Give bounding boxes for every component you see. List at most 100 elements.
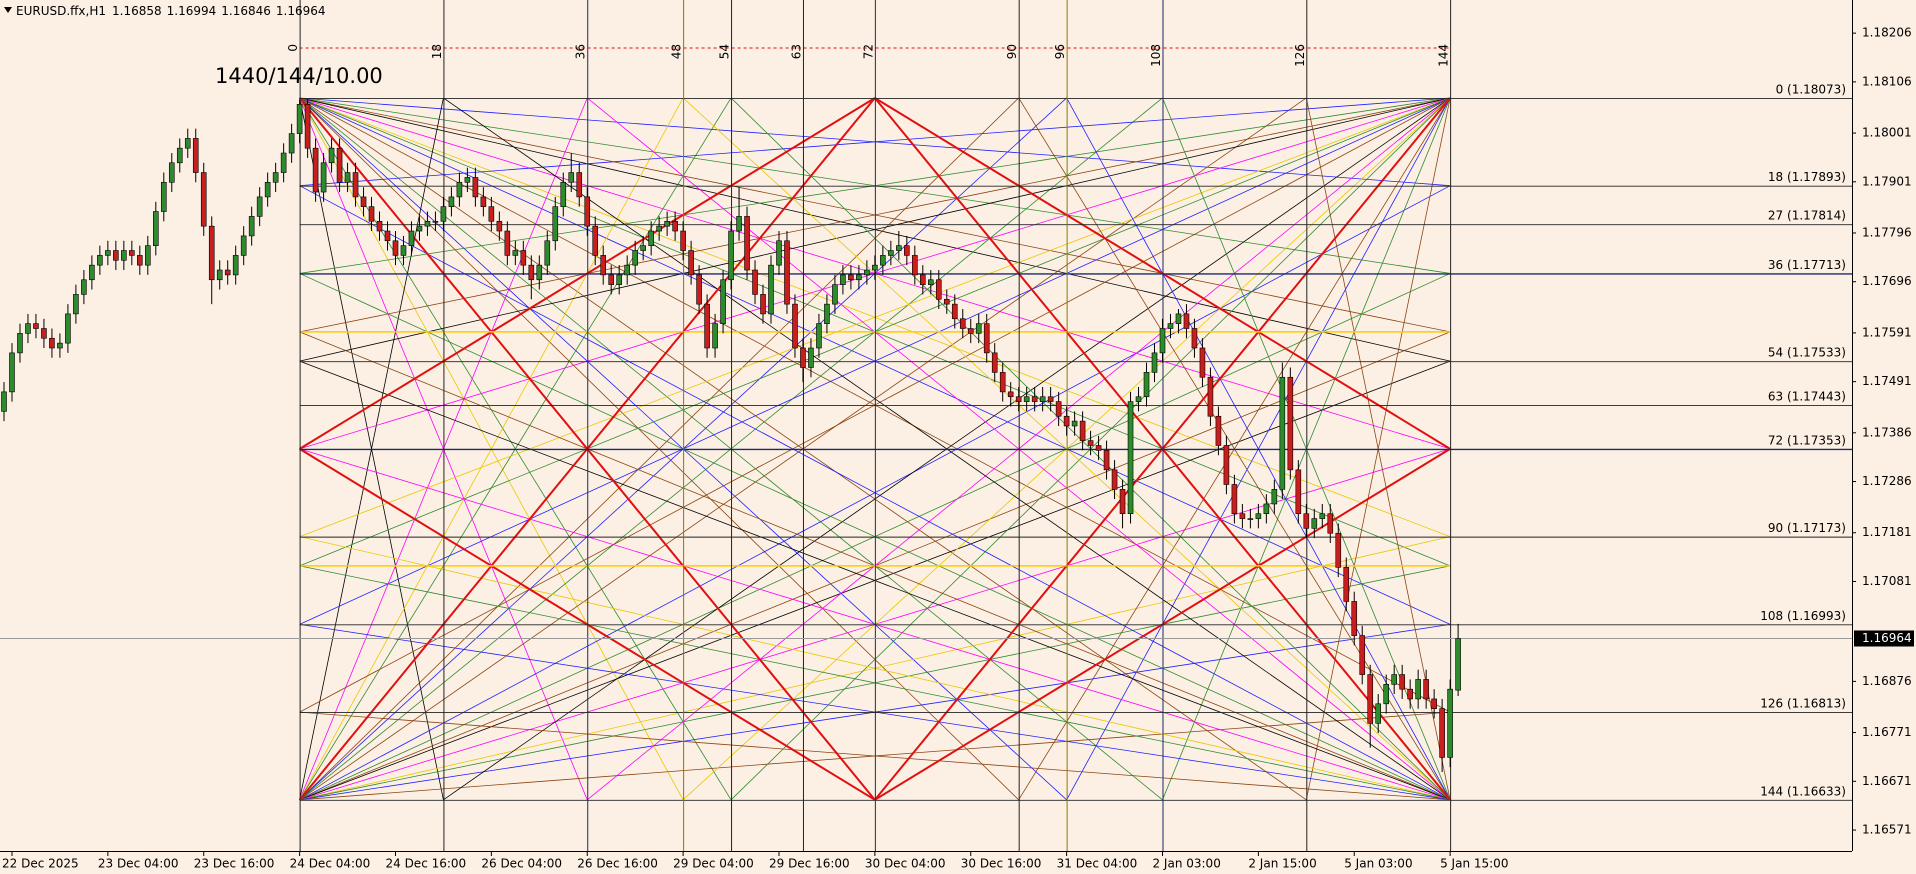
candle-body: [121, 250, 127, 261]
candle-body: [888, 250, 894, 256]
x-tick-label: 24 Dec 16:00: [385, 857, 466, 871]
candle-body: [832, 284, 838, 305]
x-tick-label: 2 Jan 15:00: [1248, 857, 1316, 871]
candle-body: [41, 328, 47, 339]
candle-body: [1071, 420, 1078, 427]
candle-body: [560, 181, 567, 207]
candle-body: [1439, 708, 1445, 758]
candle-body: [880, 255, 886, 266]
candle-body: [528, 264, 535, 281]
candle-body: [57, 342, 63, 349]
candle-body: [927, 279, 934, 285]
candle-body: [760, 294, 766, 315]
candle-body: [967, 328, 974, 334]
candle-body: [1047, 396, 1054, 402]
candle-body: [248, 216, 255, 237]
candle-body: [1375, 703, 1382, 724]
candle-body: [904, 245, 910, 256]
candle-body: [1303, 513, 1310, 529]
bar-mark-label: 36: [574, 44, 588, 59]
candle-body: [456, 181, 463, 198]
bar-mark-label: 18: [430, 44, 444, 59]
candle-body: [1287, 376, 1294, 471]
candle-body: [1183, 313, 1190, 329]
level-label: 18 (1.17893): [1768, 170, 1846, 184]
close: 1.16964: [276, 4, 326, 18]
candle-body: [1327, 513, 1334, 534]
candle-body: [704, 303, 710, 349]
candle-body: [328, 147, 335, 164]
candle-body: [73, 294, 79, 315]
candle-body: [320, 162, 327, 193]
candle-body: [552, 206, 559, 242]
candle-body: [504, 230, 511, 256]
candle-body: [1119, 489, 1126, 515]
candle-body: [152, 211, 159, 246]
y-tick-label: 1.17491: [1862, 374, 1912, 388]
candle-body: [808, 347, 814, 368]
candle-body: [1447, 688, 1453, 758]
candle-body: [912, 255, 918, 276]
candle-body: [592, 225, 599, 256]
candle-body: [1207, 376, 1214, 417]
candle-body: [176, 147, 183, 164]
candle-body: [1063, 415, 1070, 427]
levels: [0, 0, 1852, 851]
bar-mark-label: 72: [861, 44, 875, 59]
candle-body: [768, 264, 774, 315]
candle-body: [336, 147, 343, 183]
candle-body: [1431, 698, 1437, 709]
candle-body: [184, 138, 191, 149]
candle-body: [680, 230, 686, 251]
candle-body: [392, 240, 399, 256]
candle-body: [520, 250, 527, 266]
x-tick-label: 26 Dec 04:00: [481, 857, 562, 871]
candle-body: [1231, 484, 1238, 515]
candle-body: [848, 274, 854, 281]
candle-body: [1111, 469, 1118, 490]
candle-body: [816, 323, 822, 349]
candle-body: [105, 250, 111, 256]
candle-body: [1359, 635, 1366, 675]
candle-body: [776, 240, 782, 266]
candle-body: [296, 104, 303, 134]
candle-body: [1383, 684, 1390, 705]
candle-body: [1127, 401, 1134, 515]
y-tick-label: 1.16571: [1862, 823, 1912, 837]
level-label: 54 (1.17533): [1768, 346, 1846, 360]
candle-body: [480, 196, 487, 207]
candle-body: [1399, 674, 1405, 690]
y-tick-label: 1.18001: [1862, 126, 1912, 140]
candle-body: [113, 250, 119, 261]
annotation: 1440/144/10.00: [215, 64, 383, 88]
candle-body: [584, 196, 591, 227]
candle-body: [720, 279, 726, 324]
candle-body: [89, 264, 95, 281]
candle-body: [264, 181, 271, 198]
y-tick-label: 1.17901: [1862, 174, 1912, 188]
candle-body: [536, 264, 543, 281]
candle-body: [1191, 328, 1198, 349]
bar-mark-label: 48: [670, 44, 684, 59]
candles: [1, 99, 1461, 773]
candle-body: [1103, 450, 1110, 471]
candle-body: [632, 250, 638, 266]
candle-body: [856, 274, 862, 281]
candle-body: [145, 245, 151, 266]
bar-mark-label: 54: [718, 44, 732, 59]
candle-body: [1455, 638, 1461, 691]
candle-body: [472, 177, 479, 198]
candle-body: [344, 172, 351, 183]
menu-arrow[interactable]: [4, 7, 12, 13]
candle-body: [1199, 347, 1206, 378]
candle-body: [280, 152, 287, 173]
x-tick-label: 31 Dec 04:00: [1057, 857, 1138, 871]
candle-body: [360, 196, 367, 207]
open: 1.16858: [112, 4, 162, 18]
bar-mark-label: 144: [1437, 44, 1451, 67]
candle-body: [1423, 679, 1429, 700]
candle-body: [488, 206, 495, 222]
